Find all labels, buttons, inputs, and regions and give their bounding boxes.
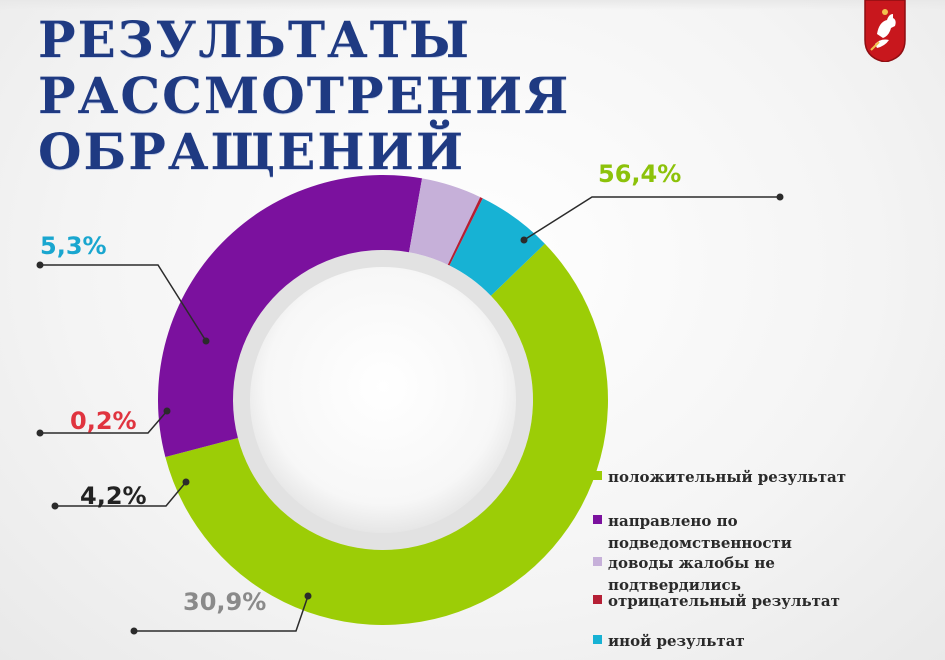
legend-swatch-positive [593, 471, 602, 480]
leader-line-redirected [134, 595, 309, 632]
legend-item-negative: отрицательный результат [593, 590, 888, 612]
legend-swatch-redirected [593, 515, 602, 524]
leader-dot-redirected-end [130, 627, 138, 635]
leader-dot-positive-end [776, 193, 784, 201]
leader-dot-not-confirmed-end [51, 502, 59, 510]
data-label-positive: 56,4% [598, 160, 682, 188]
donut-slice-negative [447, 197, 483, 266]
leader-line-positive [523, 196, 780, 241]
leader-dot-not-confirmed-start [182, 478, 190, 486]
legend-item-positive: положительный результат [593, 466, 888, 488]
page-title: РЕЗУЛЬТАТЫ РАССМОТРЕНИЯ ОБРАЩЕНИЙ [38, 12, 945, 180]
legend-swatch-other [593, 635, 602, 644]
legend-item-other: иной результат [593, 630, 888, 652]
donut-slice-other [449, 198, 545, 296]
title-line-1: РЕЗУЛЬТАТЫ РАССМОТРЕНИЯ [38, 10, 571, 125]
title-line-2: ОБРАЩЕНИЙ [38, 122, 466, 181]
donut-slice-redirected [158, 174, 423, 458]
legend-label-redirected: направлено по подведомственности [608, 512, 792, 552]
data-label-other: 5,3% [40, 232, 107, 260]
leader-dot-negative-end [36, 429, 44, 437]
legend-label-not-confirmed: доводы жалобы не подтвердились [608, 554, 775, 594]
leader-dot-other-end [36, 261, 44, 269]
legend-item-not-confirmed: доводы жалобы не подтвердились [593, 552, 888, 596]
leader-dot-redirected-start [304, 592, 312, 600]
leader-line-other [40, 264, 207, 342]
legend-label-negative: отрицательный результат [608, 592, 840, 610]
top-strip [0, 0, 945, 10]
leader-line-not-confirmed [55, 481, 187, 507]
data-label-negative: 0,2% [70, 407, 137, 435]
legend-swatch-negative [593, 595, 602, 604]
moscow-coat-of-arms-icon [863, 0, 907, 63]
leader-dot-positive-start [520, 236, 528, 244]
leader-line-negative [40, 410, 168, 434]
legend-item-redirected: направлено по подведомственности [593, 510, 888, 554]
legend-swatch-not-confirmed [593, 557, 602, 566]
data-label-not-confirmed: 4,2% [80, 482, 147, 510]
donut-slice-positive [165, 243, 609, 626]
data-label-redirected: 30,9% [183, 588, 267, 616]
legend-label-positive: положительный результат [608, 468, 847, 486]
leader-dot-negative-start [163, 407, 171, 415]
leader-dot-other-start [202, 337, 210, 345]
donut-slice-not-confirmed [409, 178, 481, 265]
legend-label-other: иной результат [608, 632, 745, 650]
donut-hole [250, 267, 516, 533]
